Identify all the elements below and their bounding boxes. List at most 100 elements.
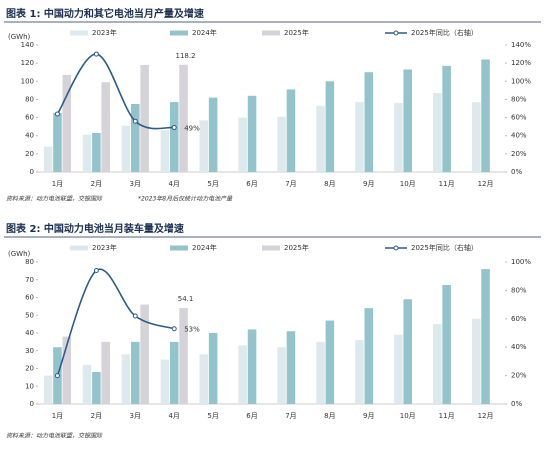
bar xyxy=(131,103,140,172)
bar xyxy=(325,81,335,172)
bar xyxy=(62,336,72,404)
y-tick-label: 80 xyxy=(25,258,34,266)
bar xyxy=(199,354,209,404)
y2-tick-label: 80% xyxy=(511,286,527,294)
bar xyxy=(82,364,92,404)
y-tick-label: 70 xyxy=(25,276,34,284)
chart-title: 图表 2: 中国动力电池当月装车量及增速 xyxy=(6,222,184,235)
y2-tick-label: 60% xyxy=(511,315,527,323)
y2-tick-label: 40% xyxy=(511,343,527,351)
y2-tick-label: 0% xyxy=(511,400,522,408)
x-tick-label: 11月 xyxy=(439,180,455,188)
data-label: 53% xyxy=(184,326,200,334)
y2-tick-label: 80% xyxy=(511,95,527,103)
legend-swatch xyxy=(262,245,280,251)
line-marker xyxy=(132,118,138,124)
bar xyxy=(169,341,179,404)
legend-swatch xyxy=(170,245,188,251)
bar xyxy=(169,102,179,172)
bar xyxy=(43,146,53,172)
source: 资料来源：动力电池联盟，交银国际 xyxy=(6,432,103,440)
y-tick-label: 0 xyxy=(30,168,34,176)
x-tick-label: 10月 xyxy=(400,180,416,188)
x-tick-label: 10月 xyxy=(400,412,416,420)
bar xyxy=(121,354,131,404)
bar xyxy=(247,329,257,404)
bar xyxy=(131,341,140,404)
bar xyxy=(403,299,412,404)
x-tick-label: 4月 xyxy=(168,180,179,188)
y-tick-label: 30 xyxy=(25,347,34,355)
legend-label: 2023年 xyxy=(92,28,117,37)
x-tick-label: 7月 xyxy=(285,412,296,420)
bar xyxy=(101,82,110,172)
y-tick-label: 40 xyxy=(25,329,34,337)
data-label: 54.1 xyxy=(178,295,194,303)
bar xyxy=(481,59,490,173)
x-tick-label: 3月 xyxy=(130,180,141,188)
y2-tick-label: 20% xyxy=(511,150,527,158)
bar xyxy=(355,102,364,172)
x-tick-label: 6月 xyxy=(246,180,257,188)
bar xyxy=(325,320,335,404)
x-tick-label: 7月 xyxy=(285,180,296,188)
y-tick-label: 60 xyxy=(25,294,34,302)
y-tick-label: 120 xyxy=(21,59,34,67)
y-tick-label: 60 xyxy=(25,114,34,122)
data-label: 49% xyxy=(184,125,200,133)
x-tick-label: 3月 xyxy=(130,412,141,420)
bar xyxy=(43,375,53,404)
legend-label: 2024年 xyxy=(192,243,217,252)
x-tick-label: 12月 xyxy=(478,412,494,420)
y2-tick-label: 0% xyxy=(511,168,522,176)
y2-tick-label: 120% xyxy=(511,59,531,67)
bar xyxy=(53,113,62,172)
x-tick-label: 5月 xyxy=(207,180,218,188)
bar xyxy=(394,334,403,404)
bar xyxy=(140,64,149,172)
bar xyxy=(121,125,131,172)
x-tick-label: 2月 xyxy=(91,412,102,420)
x-tick-label: 2月 xyxy=(91,180,102,188)
bar xyxy=(247,95,257,172)
bar xyxy=(471,318,481,404)
x-tick-label: 1月 xyxy=(52,180,63,188)
chart-title: 图表 1: 中国动力和其它电池当月产量及增速 xyxy=(6,7,204,20)
y2-tick-label: 100% xyxy=(511,77,531,85)
y-tick-label: 100 xyxy=(21,77,34,85)
line-marker xyxy=(132,313,138,319)
y2-tick-label: 60% xyxy=(511,114,527,122)
x-tick-label: 12月 xyxy=(478,180,494,188)
bar xyxy=(442,285,451,404)
x-tick-label: 4月 xyxy=(168,412,179,420)
x-tick-label: 9月 xyxy=(363,412,374,420)
legend-swatch xyxy=(70,245,88,251)
bar xyxy=(160,130,170,172)
line-marker xyxy=(54,373,60,379)
x-tick-label: 5月 xyxy=(207,412,218,420)
bar xyxy=(140,304,149,404)
bar xyxy=(364,308,374,404)
line-marker xyxy=(54,111,60,117)
bar xyxy=(160,359,170,404)
source: 资料来源：动力电池联盟，交银国际 xyxy=(6,195,103,203)
line xyxy=(56,53,175,130)
bar xyxy=(355,340,364,404)
bar xyxy=(238,345,247,404)
bar xyxy=(394,103,403,172)
bar xyxy=(286,331,296,404)
y2-tick-label: 100% xyxy=(511,258,531,266)
bar xyxy=(199,120,209,172)
bar xyxy=(481,269,490,404)
bar xyxy=(92,132,101,172)
bar xyxy=(101,341,110,404)
x-tick-label: 8月 xyxy=(324,412,335,420)
bar xyxy=(277,347,286,404)
y-tick-label: 80 xyxy=(25,95,34,103)
legend-swatch xyxy=(170,30,188,36)
bar xyxy=(179,307,188,404)
bar xyxy=(92,372,101,404)
line-marker xyxy=(93,51,99,57)
legend-marker xyxy=(393,30,399,36)
